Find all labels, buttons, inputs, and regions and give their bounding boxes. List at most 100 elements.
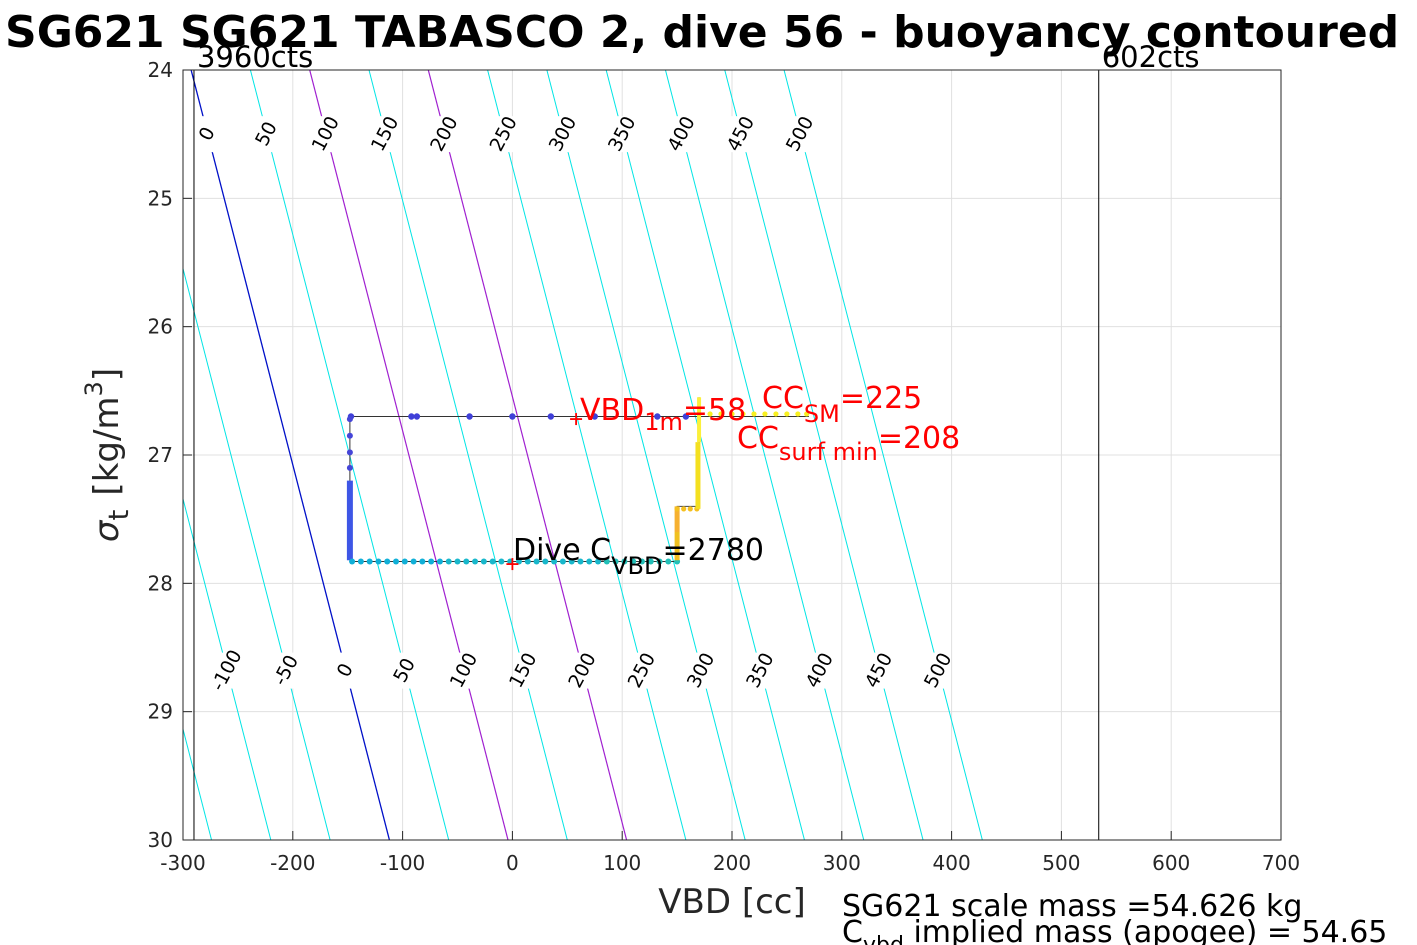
contour-label-bg: [869, 652, 890, 689]
trajectory-point: [656, 558, 663, 565]
trajectory-point: [740, 411, 746, 417]
contour-label-bg: [335, 652, 356, 689]
dive-c-pre: Dive C: [513, 533, 611, 568]
trajectory-point: [784, 411, 790, 417]
trajectory-point: [408, 413, 415, 420]
contour-line: [605, 70, 805, 840]
trajectory-point: [638, 558, 645, 565]
buoyancy-contours: [183, 70, 983, 840]
x-tick-label: 700: [1262, 851, 1300, 875]
x-tick-label: 0: [506, 851, 519, 875]
trajectory-point: [681, 506, 687, 512]
contour-label-bg: [671, 116, 692, 153]
y-tick-label: 27: [148, 443, 173, 467]
trajectory-point: [674, 506, 680, 512]
x-tick-label: 400: [933, 851, 971, 875]
y-axis-label: σt [kg/m3]: [80, 368, 135, 542]
x-tick-label: 500: [1042, 851, 1080, 875]
y-tick-label: 29: [148, 700, 173, 724]
annotations: VBD1m=58 CCSM=225 CCsurf min=208 Dive CV…: [513, 381, 960, 580]
trajectory-point: [612, 558, 619, 565]
y-tick-label: 25: [148, 186, 173, 210]
x-tick-label: 300: [823, 851, 861, 875]
trajectory-point: [568, 558, 575, 565]
trajectory-point: [621, 558, 628, 565]
contour-line: [309, 70, 509, 840]
contour-label-bg: [553, 116, 574, 153]
cc-surf-min-annotation: CCsurf min=208: [737, 421, 960, 466]
implied-mass-text: Cvbd implied mass (apogee) = 54.65: [842, 915, 1387, 945]
trajectory-point: [603, 558, 610, 565]
trajectory-point: [366, 558, 373, 565]
trajectory-point: [577, 558, 584, 565]
contour-line: [183, 496, 272, 840]
trajectory-point: [542, 558, 549, 565]
contour-label-bg: [494, 116, 515, 153]
contour-label-bg: [276, 652, 297, 689]
implied-mass-pre: C: [842, 915, 863, 945]
vbd-1m-post: =58: [683, 393, 746, 428]
trajectory-point: [591, 413, 598, 420]
y-axis-label-sup: 3: [80, 381, 108, 396]
trajectory-point: [472, 558, 479, 565]
dive-c-post: =2780: [663, 533, 764, 568]
contour-label-bg: [454, 652, 475, 689]
x-tick-label: -300: [160, 851, 205, 875]
trajectory-point: [445, 558, 452, 565]
trajectory-point: [559, 558, 566, 565]
vbd-1m-pre: VBD: [580, 393, 644, 428]
vbd-limit-lines: 3960cts 602cts: [193, 40, 1200, 840]
trajectory-point: [524, 558, 531, 565]
dive-c-vbd-annotation: Dive CVBD=2780: [513, 533, 764, 580]
trajectory-point: [401, 558, 408, 565]
trajectory-point: [419, 558, 426, 565]
y-axis-label-close: ]: [87, 368, 127, 381]
contour-label-bg: [790, 116, 811, 153]
trajectory-point: [696, 411, 702, 417]
contour-label-bg: [612, 116, 633, 153]
trajectory-point: [665, 558, 672, 565]
trajectory-point: [647, 558, 654, 565]
y-tick-label: 28: [148, 571, 173, 595]
x-tick-label: 600: [1152, 851, 1190, 875]
cc-sm-post: =225: [840, 381, 922, 416]
chart-title: SG621 SG621 TABASCO 2, dive 56 - buoyanc…: [5, 7, 1399, 58]
cc-surf-pre: CC: [737, 421, 779, 456]
trajectory-point: [436, 558, 443, 565]
contour-label-bg: [395, 652, 416, 689]
cc-sm-sub: SM: [804, 400, 840, 428]
dive-c-sub: VBD: [611, 552, 662, 580]
contour-label-bg: [928, 652, 949, 689]
cc-sm-pre: CC: [762, 381, 804, 416]
dive-trajectory: [346, 397, 810, 571]
contour-label-bg: [632, 652, 653, 689]
contour-label-bg: [197, 116, 218, 153]
contour-line: [368, 70, 568, 840]
trajectory-point: [346, 416, 353, 423]
contour-line: [783, 70, 983, 840]
contour-label-bg: [375, 116, 396, 153]
trajectory-point: [498, 558, 505, 565]
axis-ticks: -300 -200 -100 0 100 200 300 400 500 600 700 24 25 26…: [148, 58, 1301, 875]
trajectory-point: [466, 413, 473, 420]
x-tick-label: -100: [380, 851, 425, 875]
contour-label-bg: [316, 116, 337, 153]
trajectory-point: [515, 558, 522, 565]
trajectory-point: [751, 411, 757, 417]
contour-label-bg: [750, 652, 771, 689]
trajectory-point: [357, 558, 364, 565]
trajectory-point: [586, 558, 593, 565]
footer-notes: SG621 scale mass =54.626 kg Cvbd implied…: [842, 889, 1387, 945]
y-axis-label-unit: [kg/m: [87, 396, 127, 495]
x-tick-label: 100: [603, 851, 641, 875]
contour-line: [724, 70, 924, 840]
trajectory-point: [349, 558, 356, 565]
cc-surf-sub: surf min: [779, 438, 878, 466]
trajectory-point: [795, 411, 801, 417]
x-tick-label: -200: [270, 851, 315, 875]
vbd-1m-annotation: VBD1m=58: [580, 393, 746, 436]
contour-label-bg: [217, 652, 238, 689]
vbd-limit-label: 602cts: [1102, 40, 1200, 74]
trajectory-point: [687, 506, 693, 512]
